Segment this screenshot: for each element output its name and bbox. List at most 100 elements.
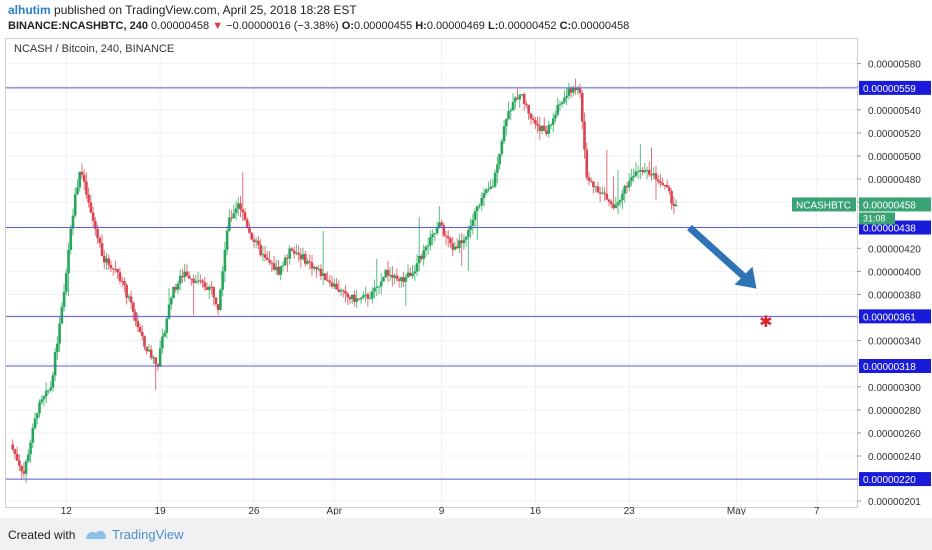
candle-body: [140, 332, 144, 337]
candle-body: [196, 280, 200, 282]
candle-body: [596, 186, 600, 193]
candle-body: [589, 180, 593, 182]
price-chart[interactable]: 0.000005800.000005600.000005400.00000520…: [0, 0, 932, 515]
candle-body: [335, 283, 338, 290]
candle-body: [478, 205, 481, 207]
candle-body: [223, 249, 227, 272]
level-label-box: [859, 472, 931, 487]
candle-body: [634, 171, 638, 176]
y-tick-label: 0.00000380: [868, 290, 921, 301]
candle-body: [167, 304, 171, 319]
candle-body: [542, 125, 546, 131]
candle-body: [98, 237, 102, 244]
candle-body: [172, 287, 175, 299]
candle-body: [94, 220, 97, 230]
candle-body: [464, 236, 468, 240]
level-label-text: 0.00000438: [863, 224, 916, 235]
candle-body: [346, 293, 350, 298]
candle-body: [136, 320, 140, 328]
candle-body: [386, 269, 390, 276]
candle-body: [511, 102, 515, 111]
candle-body: [621, 193, 624, 201]
candle-body: [15, 454, 19, 461]
tradingview-brand[interactable]: TradingView: [112, 527, 184, 542]
candle-body: [377, 286, 381, 288]
author-link[interactable]: alhutim: [8, 3, 51, 17]
candle-body: [605, 193, 609, 200]
candle-body: [435, 227, 439, 234]
candle-body: [565, 96, 568, 98]
candle-body: [201, 280, 204, 283]
header-bar: alhutim published on TradingView.com, Ap…: [0, 0, 932, 42]
candle-body: [480, 198, 484, 206]
candle-body: [214, 297, 218, 305]
candle-body: [241, 209, 245, 213]
candle-body: [507, 111, 510, 119]
candle-body: [125, 285, 128, 298]
y-tick-label: 0.00000520: [868, 129, 921, 140]
candle-body: [91, 212, 95, 221]
candle-body: [627, 181, 631, 188]
candle-body: [248, 227, 251, 233]
candle-body: [498, 153, 501, 165]
candle-body: [618, 200, 622, 203]
candle-body: [138, 327, 142, 333]
candle-body: [339, 290, 343, 292]
open-value: 0.00000455: [354, 20, 413, 32]
candle-body: [440, 222, 443, 226]
last-price-text: 0.00000458: [863, 200, 916, 211]
candle-body: [652, 173, 656, 176]
candle-body: [337, 289, 341, 292]
candle-body: [290, 248, 294, 251]
candle-body: [205, 287, 209, 291]
candle-body: [51, 375, 55, 388]
candle-body: [616, 202, 620, 206]
candle-body: [400, 277, 403, 281]
candle-body: [449, 238, 452, 244]
last-price-box: [859, 197, 931, 212]
candle-body: [668, 187, 671, 192]
candle-body: [116, 269, 119, 273]
candle-body: [467, 230, 470, 237]
candle-body: [281, 265, 285, 267]
arrow-head-icon: [734, 266, 757, 289]
candle-body: [556, 104, 559, 115]
candle-body: [228, 217, 231, 231]
arrow-shaft: [687, 224, 751, 284]
candle-body: [357, 298, 361, 300]
candle-body: [406, 272, 410, 278]
candle-body: [536, 123, 539, 126]
candle-body: [612, 203, 615, 209]
candle-body: [462, 239, 466, 244]
created-with-text: Created with: [8, 528, 76, 542]
candle-body: [632, 175, 635, 178]
candle-body: [27, 454, 30, 462]
low-label: L:: [488, 20, 499, 32]
y-tick-label: 0.00000340: [868, 337, 921, 348]
candle-body: [292, 250, 296, 254]
candle-body: [417, 255, 421, 264]
candle-body: [672, 203, 676, 207]
candle-body: [312, 266, 316, 269]
candle-body: [531, 118, 535, 120]
candle-body: [286, 257, 289, 259]
candle-body: [404, 277, 408, 282]
last-value: 0.00000458: [151, 20, 210, 32]
x-tick-label: 23: [624, 506, 636, 515]
candle-body: [424, 246, 428, 251]
candle-body: [257, 240, 260, 245]
x-tick-label: 12: [61, 506, 73, 515]
candle-body: [594, 186, 597, 188]
candle-body: [350, 294, 354, 300]
candle-body: [100, 243, 104, 256]
candle-body: [534, 119, 537, 124]
candle-body: [636, 171, 640, 173]
candle-body: [601, 192, 604, 194]
x-tick-label: 7: [814, 506, 820, 515]
candle-body: [239, 203, 242, 210]
publish-info: alhutim published on TradingView.com, Ap…: [8, 3, 357, 17]
candle-body: [630, 177, 633, 182]
candle-body: [455, 246, 459, 249]
candle-body: [71, 215, 75, 229]
candle-body: [245, 219, 249, 228]
